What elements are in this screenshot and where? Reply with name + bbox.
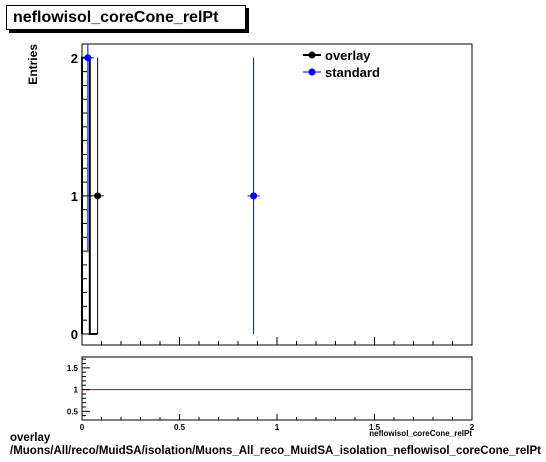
plot-title: neflowisol_coreCone_relPt	[13, 9, 219, 26]
ratio-y-tick-label: 0.5	[67, 407, 79, 416]
ratio-x-tick-label: 1.5	[369, 423, 381, 432]
ratio-x-tick-label: 1	[275, 423, 280, 432]
ratio-panel: 0 0.5 1 1.5 20.511.5neflowisol_coreCone_relP…	[67, 356, 475, 438]
standard-data-point	[250, 192, 258, 200]
footer-caption: overlay /Muons/All/reco/MuidSA/isolation…	[10, 432, 541, 458]
main-panel: 0 1 2 Entries overlay standard	[26, 43, 473, 346]
main-frame	[81, 43, 473, 346]
y-tick-label: 1	[71, 189, 78, 204]
legend-standard-marker	[308, 68, 316, 76]
y-tick-label: 2	[71, 51, 78, 66]
ratio-frame	[81, 356, 473, 421]
title-box: neflowisol_coreCone_relPt	[6, 5, 246, 30]
x-axis-label: neflowisol_coreCone_relPt	[369, 429, 472, 438]
legend-standard-label: standard	[325, 65, 380, 80]
ratio-y-tick-label: 1	[74, 386, 79, 395]
standard-data-point	[84, 54, 92, 62]
footer-line-1: overlay	[10, 432, 51, 444]
footer-line-2: /Muons/All/reco/MuidSA/isolation/Muons_A…	[10, 445, 542, 457]
ratio-x-tick-label: 0.5	[174, 423, 186, 432]
ratio-x-tick-label: 0	[80, 423, 85, 432]
legend-overlay-label: overlay	[325, 48, 371, 63]
y-axis-label: Entries	[26, 44, 40, 85]
ratio-y-tick-label: 1.5	[67, 364, 79, 373]
legend-overlay-marker	[308, 51, 316, 59]
overlay-data-point	[94, 192, 102, 200]
ratio-x-tick-label: 2	[470, 423, 475, 432]
y-tick-label: 0	[71, 327, 78, 342]
